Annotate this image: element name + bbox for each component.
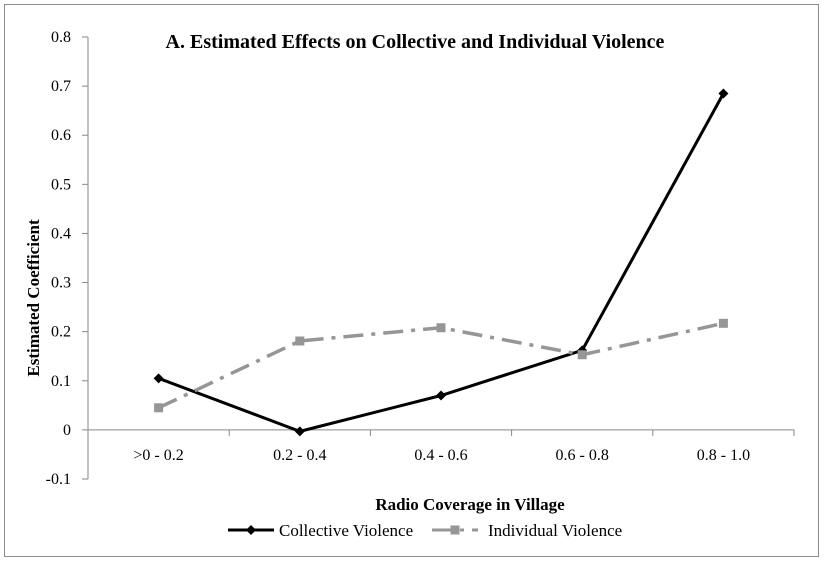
legend-label: Collective Violence [279, 521, 413, 540]
data-point [718, 318, 728, 328]
x-tick-label: 0.8 - 1.0 [697, 447, 750, 464]
legend-marker [450, 525, 460, 535]
y-tick-label: 0 [63, 422, 71, 439]
x-axis-title: Radio Coverage in Village [375, 495, 565, 514]
y-axis-title: Estimated Coefficient [24, 219, 43, 377]
y-axis: -0.1 0 0.1 0.2 0.3 0.4 0.5 0.6 0.7 0.8 [46, 29, 89, 488]
x-tick-label: 0.4 - 0.6 [414, 447, 467, 464]
y-tick-label: 0.3 [51, 275, 71, 292]
y-tick-label: 0.4 [51, 225, 71, 242]
series-individual-violence [154, 318, 728, 413]
chart-title: A. Estimated Effects on Collective and I… [166, 31, 665, 53]
series-line [158, 92, 725, 433]
series-layer [153, 88, 729, 437]
y-tick-label: -0.1 [46, 471, 71, 488]
data-point [295, 336, 305, 346]
data-point [153, 373, 164, 384]
legend: Collective Violence Individual Violence [228, 521, 622, 540]
y-tick-label: 0.2 [51, 324, 71, 341]
series-collective-violence [153, 88, 729, 437]
x-tick-label: >0 - 0.2 [133, 447, 183, 464]
data-point [718, 88, 729, 99]
data-point [436, 323, 446, 333]
data-point [154, 403, 164, 413]
legend-item: Individual Violence [432, 521, 622, 540]
data-point [294, 426, 305, 437]
y-tick-label: 0.5 [51, 176, 71, 193]
y-tick-label: 0.1 [51, 373, 71, 390]
data-point [577, 350, 587, 360]
y-tick-label: 0.6 [51, 127, 71, 144]
legend-item: Collective Violence [228, 521, 413, 540]
legend-label: Individual Violence [488, 521, 622, 540]
legend-marker [246, 525, 256, 535]
y-tick-label: 0.7 [51, 78, 71, 95]
x-axis: >0 - 0.2 0.2 - 0.4 0.4 - 0.6 0.6 - 0.8 0.8 -… [87, 429, 795, 464]
x-tick-label: 0.2 - 0.4 [273, 447, 326, 464]
chart-frame [4, 4, 819, 557]
data-point [436, 390, 446, 401]
x-tick-label: 0.6 - 0.8 [556, 447, 609, 464]
y-tick-label: 0.8 [51, 29, 71, 46]
